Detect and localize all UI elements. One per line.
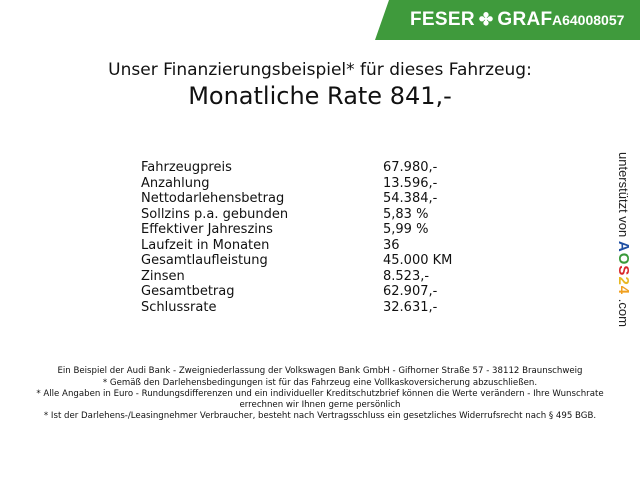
table-row: Sollzins p.a. gebunden 5,83 % [141,207,461,223]
brand-left: FESER [410,9,475,30]
logo-letter: A [615,240,632,253]
footer-disclaimer: Ein Beispiel der Audi Bank - Zweignieder… [20,366,620,423]
row-label: Effektiver Jahreszins [141,222,273,237]
row-label: Nettodarlehensbetrag [141,191,285,206]
row-label: Gesamtbetrag [141,284,235,299]
supported-by-text: unterstützt von [616,152,631,238]
logo-letter: O [615,252,632,266]
row-label: Laufzeit in Monaten [141,237,270,253]
page-title: Monatliche Rate 841,- [188,82,452,110]
dealer-code: A64008057 [552,12,625,28]
row-label: Schlussrate [141,299,217,315]
footer-line: * Alle Angaben in Euro - Rundungsdiffere… [36,389,604,410]
footer-line: * Gemäß den Darlehensbedingungen ist für… [102,377,538,388]
clover-icon: ✤ [478,10,494,29]
row-value: 45.000 KM [383,253,453,268]
row-value: 5,99 % [383,222,429,237]
row-value: 5,83 % [383,206,429,222]
logo-letter: S [615,265,632,277]
row-value: 62.907,- [383,284,438,299]
row-label: Anzahlung [141,175,210,191]
brand-banner [375,0,640,40]
logo-letter: 4 [615,285,632,296]
supported-by-domain: .com [616,298,631,327]
row-value: 32.631,- [383,299,438,315]
table-row: Gesamtlaufleistung 45.000 KM [141,253,461,269]
subtitle: Unser Finanzierungsbeispiel* für dieses … [108,60,532,80]
row-value: 8.523,- [383,268,430,284]
logo-letter: 2 [615,276,632,286]
table-row: Gesamtbetrag 62.907,- [141,284,461,300]
supported-by: unterstützt von AOS24 .com [615,152,632,327]
table-row: Laufzeit in Monaten 36 [141,238,461,254]
aos24-logo: AOS24 [615,241,632,295]
table-row: Anzahlung 13.596,- [141,176,461,192]
row-value: 13.596,- [383,175,438,191]
finance-table: Fahrzeugpreis 67.980,- Anzahlung 13.596,- … [141,160,461,315]
table-row: Schlussrate 32.631,- [141,300,461,316]
row-label: Sollzins p.a. gebunden [141,206,289,222]
footer-line: * Ist der Darlehens-/Leasingnehmer Verbr… [43,411,597,421]
row-label: Fahrzeugpreis [141,160,232,175]
table-row: Effektiver Jahreszins 5,99 % [141,222,461,238]
row-value: 36 [383,237,400,253]
row-value: 54.384,- [383,191,438,206]
table-row: Fahrzeugpreis 67.980,- [141,160,461,176]
row-label: Gesamtlaufleistung [141,253,268,268]
row-label: Zinsen [141,268,185,284]
table-row: Nettodarlehensbetrag 54.384,- [141,191,461,207]
row-value: 67.980,- [383,160,438,175]
table-row: Zinsen 8.523,- [141,269,461,285]
footer-line: Ein Beispiel der Audi Bank - Zweignieder… [57,366,583,376]
brand-right: GRAF [497,9,553,30]
brand-logo: FESER ✤ GRAF [410,9,552,31]
